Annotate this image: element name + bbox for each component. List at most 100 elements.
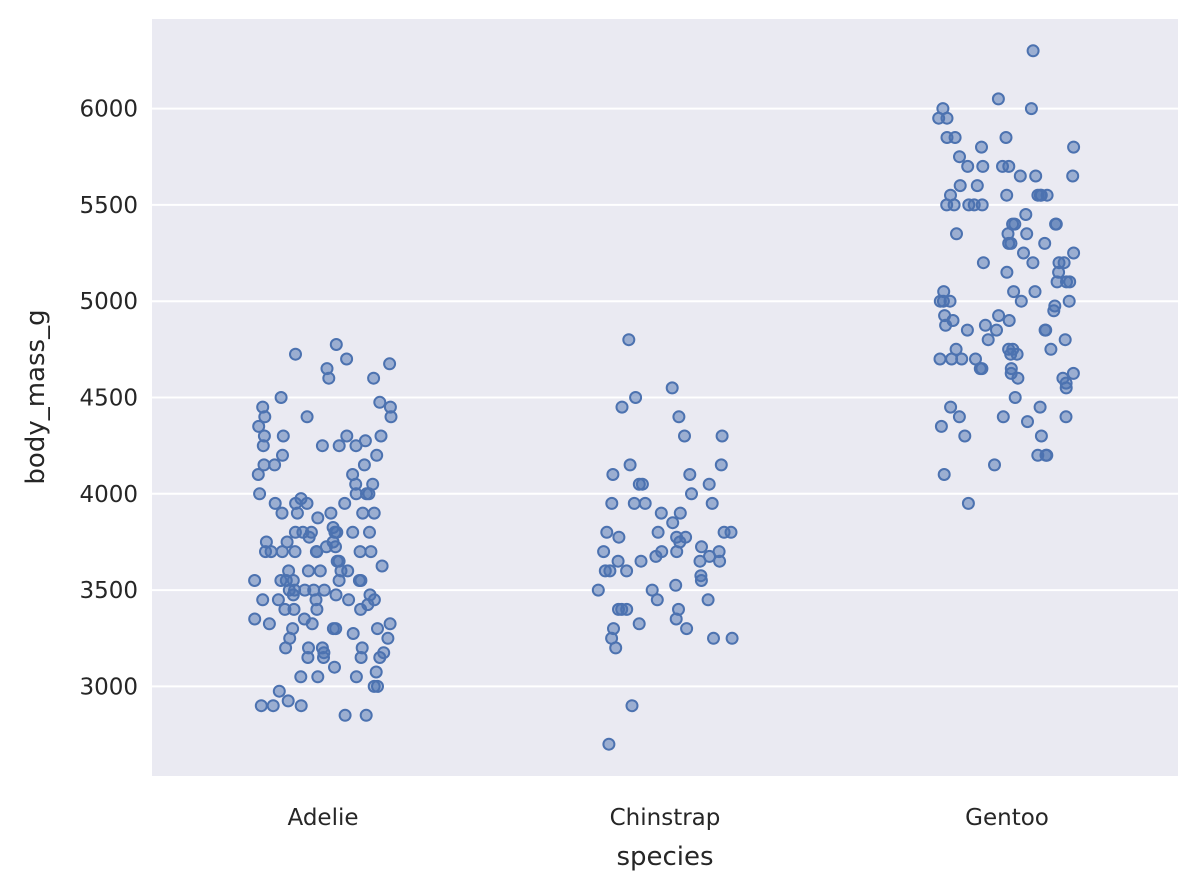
data-point-gentoo <box>1000 265 1014 279</box>
data-point-adelie <box>262 617 276 631</box>
data-point-adelie <box>276 448 289 462</box>
data-point-gentoo <box>1021 415 1034 429</box>
data-point-adelie <box>305 617 319 631</box>
data-point-adelie <box>332 439 346 453</box>
y-tick-label: 5500 <box>79 193 138 219</box>
data-point-gentoo <box>1007 285 1021 299</box>
data-point-adelie <box>332 574 346 587</box>
data-point-gentoo <box>939 318 953 332</box>
data-point-gentoo <box>1019 208 1033 221</box>
data-point-chinstrap <box>591 583 605 597</box>
data-point-adelie <box>367 679 381 693</box>
data-point-gentoo <box>961 159 975 173</box>
data-point-gentoo <box>1017 246 1030 260</box>
data-point-adelie <box>271 593 285 607</box>
data-point-gentoo <box>1033 188 1047 202</box>
data-point-adelie <box>248 574 262 587</box>
data-point-chinstrap <box>650 593 664 607</box>
data-point-gentoo <box>1040 448 1054 462</box>
data-point-adelie <box>300 496 314 510</box>
data-point-gentoo <box>978 318 992 332</box>
x-tick-label: Gentoo <box>965 805 1049 831</box>
data-point-gentoo <box>992 309 1006 323</box>
data-point-gentoo <box>1026 44 1040 58</box>
data-point-gentoo <box>973 362 987 376</box>
data-point-gentoo <box>1038 236 1052 250</box>
data-point-adelie <box>367 506 381 520</box>
data-point-adelie <box>290 506 304 520</box>
data-point-gentoo <box>1029 169 1043 183</box>
data-point-gentoo <box>1066 169 1080 183</box>
data-point-adelie <box>367 371 381 385</box>
data-point-chinstrap <box>605 496 619 510</box>
data-point-adelie <box>302 530 316 544</box>
data-point-adelie <box>320 362 334 376</box>
data-point-adelie <box>357 458 371 472</box>
data-point-adelie <box>383 617 397 631</box>
data-point-gentoo <box>1067 246 1081 260</box>
data-point-adelie <box>340 429 354 443</box>
data-point-adelie <box>256 400 270 414</box>
data-point-adelie <box>274 391 288 404</box>
data-point-chinstrap <box>622 333 636 347</box>
data-point-adelie <box>374 429 388 443</box>
data-point-gentoo <box>1014 294 1028 308</box>
data-point-chinstrap <box>694 574 708 587</box>
data-point-adelie <box>373 395 387 409</box>
data-point-adelie <box>268 496 282 510</box>
data-point-adelie <box>354 602 368 616</box>
data-point-gentoo <box>1026 256 1040 270</box>
data-point-gentoo <box>1050 275 1064 289</box>
data-point-adelie <box>264 545 278 559</box>
y-tick-label: 4500 <box>79 386 138 412</box>
data-point-adelie <box>253 487 267 501</box>
data-point-gentoo <box>996 410 1010 424</box>
data-point-adelie <box>252 419 266 433</box>
data-point-gentoo <box>1066 366 1080 380</box>
data-point-adelie <box>375 559 389 573</box>
data-point-gentoo <box>1020 227 1034 241</box>
data-point-gentoo <box>976 256 990 270</box>
y-axis-label: body_mass_g <box>21 309 51 484</box>
x-tick-label: Adelie <box>287 805 358 831</box>
data-point-chinstrap <box>669 612 683 626</box>
data-point-gentoo <box>1059 381 1073 395</box>
data-point-gentoo <box>1038 323 1052 337</box>
data-point-chinstrap <box>612 602 625 616</box>
data-point-gentoo <box>1059 410 1073 424</box>
data-point-adelie <box>373 651 387 664</box>
data-point-adelie <box>311 511 325 525</box>
y-tick-label: 6000 <box>79 97 138 123</box>
data-point-gentoo <box>1011 371 1025 385</box>
data-point-adelie <box>310 602 324 616</box>
data-point-gentoo <box>1002 314 1016 327</box>
data-point-adelie <box>281 694 295 708</box>
data-point-chinstrap <box>602 737 616 751</box>
data-point-gentoo <box>1004 347 1018 361</box>
x-tick-labels: Adelie Chinstrap Gentoo <box>287 805 1048 831</box>
data-point-chinstrap <box>713 554 727 568</box>
data-point-chinstrap <box>669 578 683 592</box>
data-point-adelie <box>272 684 286 698</box>
data-point-adelie <box>294 670 308 684</box>
data-point-gentoo <box>967 198 981 212</box>
data-point-adelie <box>359 708 373 722</box>
data-point-gentoo <box>1047 304 1061 318</box>
data-point-adelie <box>301 564 315 578</box>
data-point-adelie <box>317 583 331 597</box>
data-point-gentoo <box>990 323 1003 337</box>
data-point-adelie <box>289 347 302 361</box>
data-point-gentoo <box>975 140 988 154</box>
data-point-gentoo <box>961 496 975 510</box>
data-point-gentoo <box>952 410 966 424</box>
data-point-chinstrap <box>600 525 614 539</box>
data-point-adelie <box>276 429 290 443</box>
data-point-adelie <box>248 612 262 626</box>
data-point-adelie <box>286 588 300 602</box>
data-point-adelie <box>266 699 280 713</box>
data-point-gentoo <box>933 294 947 308</box>
data-point-chinstrap <box>724 525 738 539</box>
data-point-adelie <box>364 545 378 559</box>
data-point-gentoo <box>1062 294 1076 308</box>
